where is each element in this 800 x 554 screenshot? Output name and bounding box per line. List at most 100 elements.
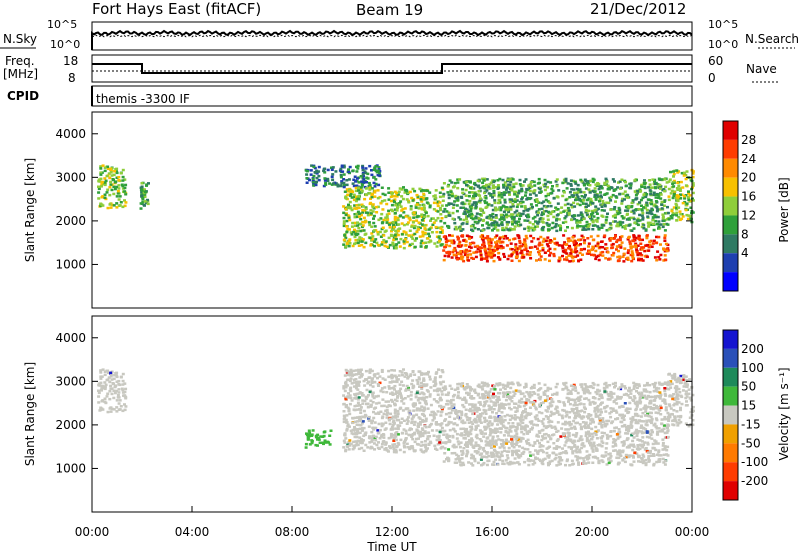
velocity-cell: [488, 420, 492, 423]
velocity-cell: [114, 384, 118, 387]
power-cell: [666, 205, 669, 209]
velocity-cell: [403, 397, 407, 400]
velocity-cell: [454, 458, 458, 461]
velocity-cell: [100, 384, 104, 388]
velocity-cell: [493, 449, 497, 453]
velocity-cell: [619, 387, 623, 391]
velocity-cell: [452, 422, 456, 426]
power-cell: [342, 178, 346, 181]
power-cell: [338, 169, 342, 172]
velocity-cell: [362, 449, 366, 452]
power-cell: [679, 180, 683, 184]
power-cell: [530, 240, 534, 243]
power-cell: [473, 217, 477, 220]
velocity-cell: [115, 410, 119, 413]
power-cell: [396, 205, 400, 209]
power-cell: [331, 173, 335, 176]
power-cell: [611, 254, 615, 257]
power-cell: [616, 212, 620, 216]
power-cell: [485, 221, 489, 224]
power-cell: [600, 205, 604, 208]
velocity-cell: [584, 421, 588, 424]
power-cell: [370, 193, 374, 197]
velocity-cell: [453, 388, 457, 391]
power-cell: [473, 194, 477, 198]
velocity-cell: [583, 397, 587, 400]
velocity-cell: [394, 390, 398, 393]
power-cell: [514, 243, 518, 246]
velocity-cell: [434, 382, 438, 386]
velocity-cell: [392, 439, 396, 442]
power-cell: [620, 235, 624, 238]
power-cell: [394, 221, 398, 224]
power-cell: [407, 201, 411, 204]
velocity-cell: [645, 381, 649, 385]
power-cell: [646, 198, 650, 201]
power-cell: [397, 190, 401, 193]
power-cell: [617, 181, 620, 184]
velocity-cell: [478, 446, 482, 449]
velocity-cell: [578, 437, 582, 440]
power-cell: [436, 216, 440, 220]
velocity-cell: [511, 440, 514, 443]
power-cell: [493, 201, 497, 205]
power-cell: [547, 249, 550, 252]
power-cell: [536, 247, 539, 250]
power-cell: [492, 259, 496, 263]
power-cell: [353, 229, 357, 232]
velocity-cell: [543, 437, 547, 440]
velocity-cell: [116, 396, 120, 399]
velocity-cell: [378, 375, 382, 378]
power-cell: [123, 178, 127, 181]
power-cell: [662, 248, 666, 251]
velocity-cell: [463, 396, 467, 399]
power-cell: [620, 215, 624, 218]
power-cell: [660, 207, 664, 210]
velocity-cell: [388, 445, 391, 448]
power-cell: [457, 216, 461, 219]
velocity-cell: [666, 411, 670, 415]
velocity-cell: [440, 393, 444, 396]
power-cell: [434, 196, 438, 200]
velocity-cell: [389, 392, 392, 395]
power-cell: [594, 257, 598, 261]
power-cell: [392, 195, 396, 198]
velocity-cell: [439, 411, 443, 414]
power-cell: [600, 240, 603, 243]
power-cell: [112, 173, 116, 177]
power-cell: [640, 204, 643, 207]
power-cell: [463, 212, 467, 216]
velocity-cell: [502, 391, 505, 394]
power-cell: [542, 237, 546, 241]
power-cell: [642, 206, 646, 209]
power-cell: [365, 181, 368, 184]
velocity-cell: [520, 430, 524, 434]
velocity-cell: [665, 425, 669, 428]
velocity-cell: [355, 423, 359, 426]
power-cell: [568, 191, 572, 194]
power-cell: [575, 187, 579, 191]
power-cell: [428, 191, 432, 194]
velocity-cell: [424, 425, 428, 429]
velocity-cell: [432, 389, 436, 392]
power-cell: [689, 217, 693, 221]
velocity-cell: [464, 401, 468, 404]
power-cell: [428, 235, 431, 238]
power-cell: [580, 200, 584, 203]
velocity-cell: [491, 435, 495, 438]
velocity-cell: [408, 413, 412, 416]
velocity-cell: [368, 441, 372, 444]
power-cell: [648, 221, 652, 225]
power-cell: [355, 215, 359, 219]
power-cell: [658, 183, 662, 187]
power-cell: [671, 196, 675, 200]
power-cell: [473, 202, 477, 205]
power-cell: [504, 184, 507, 187]
power-cell: [591, 224, 595, 227]
power-cell: [415, 237, 418, 240]
velocity-cell: [510, 396, 514, 399]
power-cell: [465, 248, 468, 252]
colorbar-swatch: [723, 253, 738, 273]
power-cell: [454, 197, 458, 200]
velocity-cell: [532, 459, 536, 462]
